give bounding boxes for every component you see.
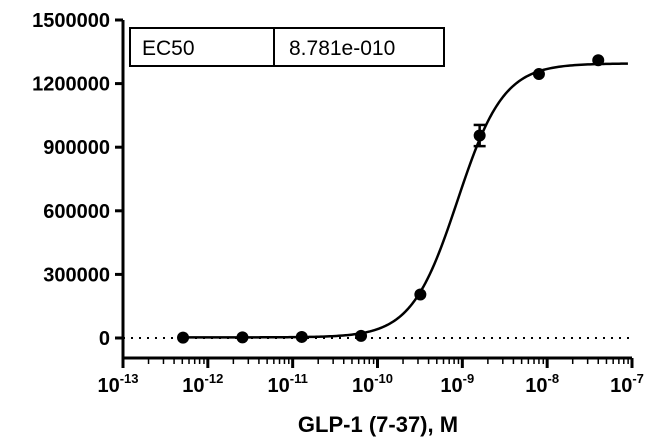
data-point	[414, 288, 427, 301]
x-minor-ticks	[147, 358, 629, 364]
fit-curve	[183, 62, 628, 339]
y-tick-label: 900000	[43, 137, 110, 159]
x-tick-label: 10-13	[97, 371, 138, 397]
data-points	[177, 54, 605, 344]
data-point	[532, 68, 545, 81]
x-tick-label: 10-8	[525, 371, 559, 397]
y-tick-label: 600000	[43, 201, 110, 223]
data-point	[177, 331, 190, 344]
x-tick-label: 10-9	[440, 371, 474, 397]
data-point	[473, 129, 486, 142]
ec50-label: EC50	[142, 37, 195, 60]
x-axis-label: GLP-1 (7-37), M	[298, 412, 458, 437]
x-tick-label: 10-12	[182, 371, 223, 397]
x-ticks: 10-13 10-12 10-11 10-10 10-9 10-8 10-7	[97, 358, 644, 397]
ec50-table-border	[129, 27, 445, 67]
y-ticks: 0 300000 600000 900000 1200000 1500000	[32, 10, 123, 350]
data-point	[592, 54, 605, 67]
y-tick-label: 1200000	[32, 74, 110, 96]
ec50-value: 8.781e-010	[289, 37, 395, 60]
data-point	[355, 329, 368, 342]
ec50-table: EC50 8.781e-010	[129, 27, 445, 67]
y-tick-label: 0	[99, 328, 110, 350]
y-tick-label: 1500000	[32, 10, 110, 32]
x-tick-label: 10-7	[610, 371, 644, 397]
x-tick-label: 10-11	[268, 371, 308, 397]
data-point	[295, 330, 308, 343]
y-tick-label: 300000	[43, 264, 110, 286]
x-tick-label: 10-10	[352, 371, 393, 397]
data-point	[236, 331, 249, 344]
